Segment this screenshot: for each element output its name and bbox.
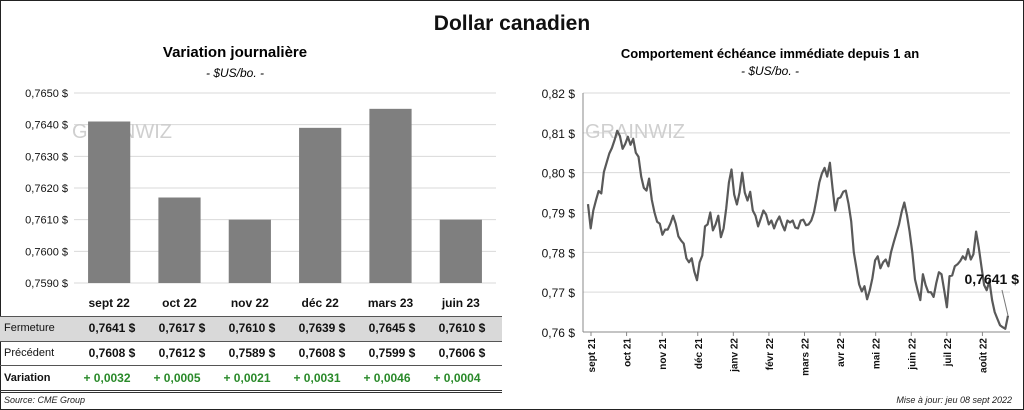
y-tick-label: 0,80 $ [542,167,576,181]
x-tick-label: déc 22 [301,296,339,310]
precedent-cell: 0,7608 $ [88,346,136,360]
bar [228,219,271,283]
y-tick-label: 0,7650 $ [25,88,68,100]
x-tick-label: mai 22 [872,338,883,370]
bar-chart-title: Variation journalière [162,44,308,61]
y-tick-label: 0,7640 $ [25,120,68,132]
last-value-label: 0,7641 $ [965,271,1020,287]
watermark: GRAINWIZ [585,121,685,143]
row-label-precedent: Précédent [4,347,55,359]
x-tick-label: août 22 [978,338,989,373]
bar [88,121,131,283]
x-tick-label: mars 22 [801,338,812,376]
fermeture-cell: 0,7641 $ [88,321,136,335]
y-tick-label: 0,7600 $ [25,246,68,258]
source-note: Source: CME Group [4,395,86,405]
y-tick-label: 0,79 $ [542,207,576,221]
fermeture-cell: 0,7617 $ [158,321,206,335]
update-note: Mise à jour: jeu 08 sept 2022 [896,395,1012,405]
row-label-variation: Variation [4,372,51,384]
y-tick-label: 0,7620 $ [25,183,68,195]
variation-cell: + 0,0021 [223,371,271,385]
y-tick-label: 0,7590 $ [25,278,68,290]
y-tick-label: 0,7630 $ [25,151,68,163]
bar [158,197,201,283]
fermeture-cell: 0,7645 $ [368,321,416,335]
bar-chart-subtitle: - $US/bo. - [205,66,265,80]
table-row-fermeture: Fermeture 0,7641 $ 0,7617 $ 0,7610 $ 0,7… [0,316,502,342]
fermeture-cell: 0,7610 $ [228,321,276,335]
precedent-cell: 0,7589 $ [228,346,276,360]
series-line [586,129,1010,330]
bar [369,108,412,283]
variation-cell: + 0,0032 [83,371,131,385]
y-tick-label: 0,81 $ [542,127,576,141]
y-tick-label: 0,7610 $ [25,215,68,227]
precedent-cell: 0,7608 $ [298,346,346,360]
x-tick-label: juil 22 [943,338,954,368]
fermeture-cell: 0,7639 $ [298,321,346,335]
x-tick-label: oct 22 [162,296,197,310]
line-chart-title: Comportement échéance immédiate depuis 1… [620,46,920,61]
x-tick-label: avr 22 [836,338,847,367]
variation-cell: + 0,0031 [293,371,341,385]
variation-cell: + 0,0046 [363,371,411,385]
y-tick-label: 0,82 $ [542,87,576,101]
x-tick-label: janv 22 [729,338,740,373]
x-tick-label: sept 21 [587,338,598,373]
x-tick-label: juin 22 [907,338,918,371]
precedent-cell: 0,7606 $ [438,346,486,360]
bar [439,219,482,283]
x-tick-label: févr 22 [765,338,776,371]
main-title: Dollar canadien [433,12,591,35]
x-tick-label: déc 21 [694,338,705,370]
last-value-leader [1001,289,1009,316]
x-tick-label: sept 22 [88,296,130,310]
table-row-precedent: Précédent 0,7608 $ 0,7612 $ 0,7589 $ 0,7… [0,341,502,366]
y-tick-label: 0,76 $ [542,326,576,340]
x-tick-label: mars 23 [368,296,414,310]
variation-cell: + 0,0005 [153,371,201,385]
precedent-cell: 0,7599 $ [368,346,416,360]
x-tick-label: nov 22 [231,296,269,310]
y-tick-label: 0,78 $ [542,246,576,260]
precedent-cell: 0,7612 $ [158,346,206,360]
fermeture-cell: 0,7610 $ [438,321,486,335]
line-chart-subtitle: - $US/bo. - [740,64,800,78]
variation-cell: + 0,0004 [433,371,481,385]
x-tick-label: oct 21 [623,338,634,367]
x-tick-label: nov 21 [658,338,669,370]
x-tick-label: juin 23 [441,296,480,310]
y-tick-label: 0,77 $ [542,286,576,300]
bar [299,127,342,283]
table-row-variation: Variation + 0,0032 + 0,0005 + 0,0021 + 0… [0,366,502,393]
row-label-fermeture: Fermeture [4,322,55,334]
